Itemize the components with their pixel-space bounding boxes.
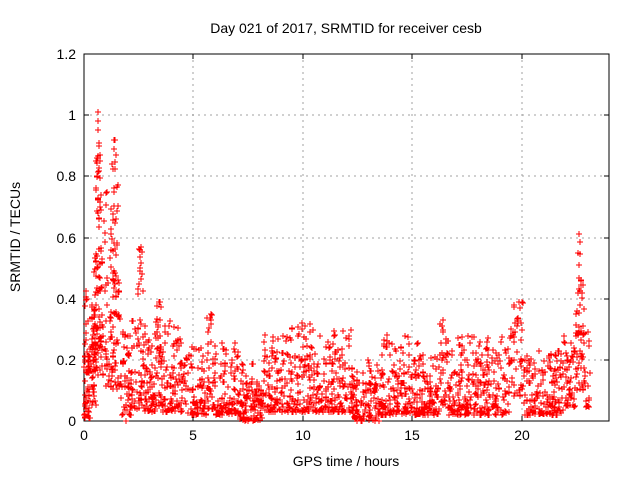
y-tick-label: 0.2 [57, 352, 77, 368]
y-tick-label: 1.2 [57, 46, 77, 62]
x-axis-label: GPS time / hours [293, 453, 400, 469]
data-point-markers [81, 109, 593, 424]
x-tick-label: 10 [295, 427, 311, 443]
y-axis-label: SRMTID / TECUs [7, 182, 23, 292]
tick-labels: 0 5 10 15 20 0 0.2 0.4 0.6 0.8 1 1.2 [57, 46, 530, 443]
y-tick-label: 0.8 [57, 168, 77, 184]
x-tick-label: 0 [80, 427, 88, 443]
y-tick-label: 0 [68, 413, 76, 429]
x-tick-label: 15 [404, 427, 420, 443]
x-tick-label: 20 [514, 427, 530, 443]
x-tick-label: 5 [189, 427, 197, 443]
gridlines [84, 54, 609, 421]
scatter-points [81, 109, 593, 424]
plot-frame [83, 53, 610, 422]
y-tick-label: 1 [68, 107, 76, 123]
y-tick-label: 0.6 [57, 230, 77, 246]
y-tick-label: 0.4 [57, 291, 77, 307]
chart-title: Day 021 of 2017, SRMTID for receiver ces… [210, 20, 482, 36]
